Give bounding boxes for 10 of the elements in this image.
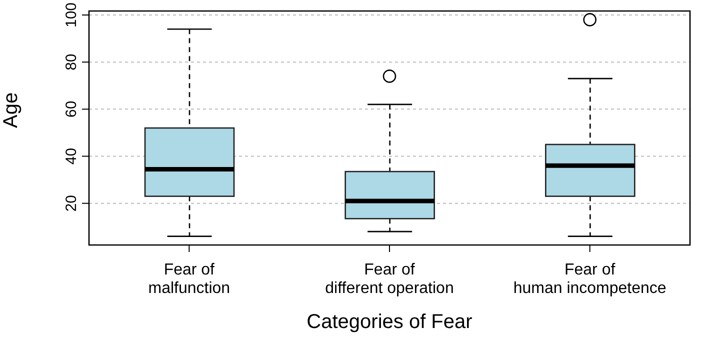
y-tick-label: 60 <box>63 100 80 118</box>
x-tick-label: Fear of human incompetence <box>513 261 666 297</box>
x-tick-label: Fear of different operation <box>325 261 454 297</box>
y-tick-label: 100 <box>63 2 80 28</box>
y-tick-label: 40 <box>63 148 80 165</box>
x-tick-label: Fear of malfunction <box>148 261 230 297</box>
y-tick-label: 80 <box>63 54 80 70</box>
y-tick-label: 20 <box>63 194 80 212</box>
x-axis-title: Categories of Fear <box>306 311 473 333</box>
y-axis-title: Age <box>0 92 22 128</box>
